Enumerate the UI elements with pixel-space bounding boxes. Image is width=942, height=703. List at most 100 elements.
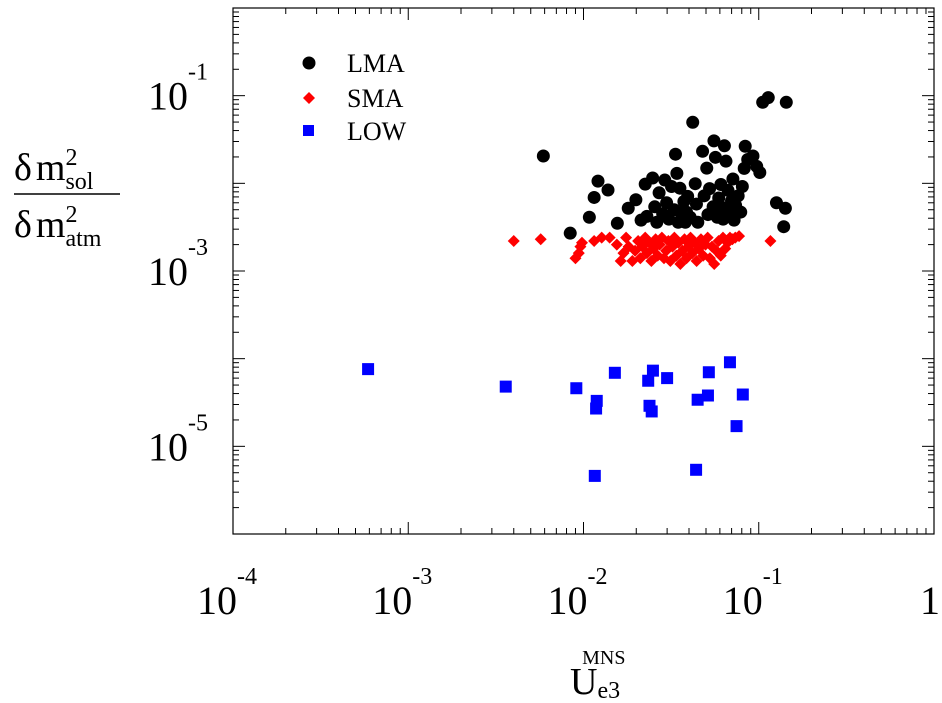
point-sma <box>569 252 582 265</box>
point-sma <box>614 255 627 268</box>
y-den-m: m <box>36 204 66 246</box>
axis-ticks <box>232 8 934 535</box>
series-lma <box>536 91 793 240</box>
point-sma <box>595 231 608 244</box>
data-points <box>362 91 793 482</box>
x-tick-label: 10-1 <box>723 564 783 623</box>
point-low <box>690 463 703 476</box>
point-lma <box>669 147 683 161</box>
point-low <box>590 394 603 407</box>
point-lma <box>753 165 767 179</box>
point-lma <box>629 193 643 207</box>
point-low <box>702 366 715 379</box>
point-lma <box>688 177 702 191</box>
y-tick-label-base: 10 <box>148 249 188 294</box>
point-lma <box>563 226 577 240</box>
point-low <box>588 469 601 482</box>
point-lma <box>696 144 710 158</box>
point-low <box>691 393 704 406</box>
y-label-numerator: δ m2 sol <box>14 145 94 195</box>
point-low <box>499 380 512 393</box>
x-label-sub: e3 <box>597 678 620 703</box>
point-lma <box>646 171 660 185</box>
point-lma <box>777 220 791 234</box>
y-tick-label-exp: -5 <box>188 410 208 436</box>
series-low <box>362 356 749 482</box>
x-tick-label-exp: -3 <box>412 564 432 590</box>
x-tick-label-exp: -1 <box>763 564 783 590</box>
point-lma <box>670 166 684 180</box>
point-lma <box>700 161 714 175</box>
y-axis-label: δ m2 sol δ m2 atm <box>14 145 120 252</box>
y-num-m: m <box>36 147 66 189</box>
x-tick-label-base: 10 <box>372 578 412 623</box>
point-lma <box>640 209 654 223</box>
x-tick-labels: 10-410-310-210-11 <box>197 564 940 623</box>
y-tick-labels: 10-110-310-5 <box>148 60 208 470</box>
legend-item-low: LOW <box>303 117 407 146</box>
point-sma <box>603 231 616 244</box>
y-den-sub: atm <box>65 226 101 252</box>
plot-frame <box>232 7 935 535</box>
point-lma <box>779 95 793 109</box>
x-tick-label-exp: -4 <box>237 564 257 590</box>
y-tick-label-exp: -3 <box>188 235 208 261</box>
point-lma <box>601 183 615 197</box>
point-lma <box>738 139 752 153</box>
point-lma <box>735 180 749 194</box>
point-lma <box>719 154 733 168</box>
point-low <box>608 366 621 379</box>
y-tick-label-exp: -1 <box>188 60 208 86</box>
point-sma <box>626 255 639 268</box>
point-lma <box>621 201 635 215</box>
point-lma <box>536 149 550 163</box>
point-lma <box>703 182 717 196</box>
y-tick-label-base: 10 <box>148 74 188 119</box>
point-sma <box>575 236 588 249</box>
y-num-sup: 2 <box>65 145 77 171</box>
point-lma <box>726 172 740 186</box>
x-tick-label-exp: -2 <box>588 564 608 590</box>
x-tick-label: 10-2 <box>548 564 608 623</box>
y-den-delta: δ <box>14 204 32 246</box>
point-sma <box>674 258 687 271</box>
point-sma <box>610 238 623 251</box>
legend-label-low: LOW <box>347 117 407 146</box>
point-low <box>701 389 714 402</box>
point-lma <box>708 150 722 164</box>
point-sma <box>507 234 520 247</box>
series-sma <box>507 230 777 271</box>
point-sma <box>620 231 633 244</box>
legend-marker-sma <box>303 92 315 104</box>
point-lma <box>721 183 735 197</box>
point-sma <box>645 255 658 268</box>
point-low <box>661 372 674 385</box>
legend-marker-lma <box>302 56 316 70</box>
y-num-delta: δ <box>14 147 32 189</box>
point-low <box>645 405 658 418</box>
point-low <box>730 420 743 433</box>
point-sma <box>701 231 714 244</box>
x-tick-label-base: 10 <box>548 578 588 623</box>
legend-item-lma: LMA <box>302 49 405 78</box>
x-tick-label: 10-3 <box>372 564 432 623</box>
x-label-base: U <box>570 661 597 703</box>
point-lma <box>761 91 775 105</box>
point-lma <box>591 174 605 188</box>
point-low <box>736 388 749 401</box>
x-tick-label: 10-4 <box>197 564 257 623</box>
point-lma <box>681 189 695 203</box>
point-sma <box>664 255 677 268</box>
y-den-sup: 2 <box>65 202 77 228</box>
legend-label-sma: SMA <box>347 84 404 113</box>
point-low <box>723 356 736 369</box>
legend: LMA SMA LOW <box>302 49 407 146</box>
x-tick-label-base: 10 <box>723 578 763 623</box>
point-lma <box>686 115 700 129</box>
y-tick-label: 10-3 <box>148 235 208 294</box>
point-sma <box>708 258 721 271</box>
point-lma <box>707 134 721 148</box>
y-tick-label-base: 10 <box>148 424 188 469</box>
legend-label-lma: LMA <box>347 49 405 78</box>
